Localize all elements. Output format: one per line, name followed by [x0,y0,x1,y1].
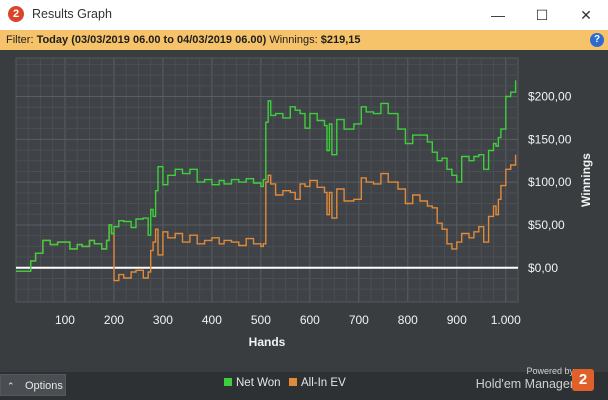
maximize-button[interactable]: ☐ [535,7,549,23]
series-line-net-won [16,80,517,272]
minimize-button[interactable]: — [491,7,505,23]
filter-prefix: Filter: [6,34,34,46]
close-button[interactable]: ✕ [580,7,592,23]
window-titlebar: 2 Results Graph — ☐ ✕ [0,0,608,30]
brand-block: Powered by Hold'em Manager [476,366,574,392]
x-tick-label: 600 [300,313,320,327]
y-tick-label: $50,00 [528,218,565,232]
chevron-up-icon: ⌃ [7,381,15,391]
x-axis-title: Hands [249,335,286,349]
legend-net-won: Net Won [224,376,281,390]
y-tick-label: $0,00 [528,261,558,275]
window-title: Results Graph [32,7,112,21]
legend-allin-ev: All-In EV [289,376,346,390]
legend-label-net-won: Net Won [236,377,281,389]
winnings-value: $219,15 [320,34,361,46]
legend-swatch-allin-ev [289,378,297,386]
x-tick-label: 400 [202,313,222,327]
brand-name: Hold'em Manager [475,377,574,391]
app-logo-icon: 2 [8,6,24,22]
filter-range: Today (03/03/2019 06.00 to 04/03/2019 06… [36,34,267,46]
options-label: Options [25,380,63,392]
x-tick-label: 500 [251,313,271,327]
y-tick-label: $200,00 [528,90,572,104]
y-axis-title: Winnings [579,153,593,207]
powered-by-text: Powered by [526,366,574,376]
winnings-label: Winnings: [269,34,318,46]
help-icon[interactable]: ? [590,33,604,47]
x-tick-label: 700 [349,313,369,327]
footer-bar [0,372,608,400]
x-tick-label: 200 [104,313,124,327]
x-tick-label: 300 [153,313,173,327]
x-tick-label: 100 [55,313,75,327]
plot-area [15,57,519,303]
legend-swatch-net-won [224,378,232,386]
x-tick-label: 1.000 [491,313,521,327]
brand-logo-icon: 2 [572,369,594,391]
y-tick-label: $100,00 [528,175,572,189]
x-tick-label: 900 [447,313,467,327]
filter-bar: Filter: Today (03/03/2019 06.00 to 04/03… [0,30,608,50]
x-tick-label: 800 [398,313,418,327]
y-tick-label: $150,00 [528,132,572,146]
options-button[interactable]: ⌃ Options [0,374,66,396]
legend-label-allin-ev: All-In EV [301,377,346,389]
results-chart: 100 200 300 400 500 600 700 800 900 1.000 $0,00 $50… [15,57,593,349]
